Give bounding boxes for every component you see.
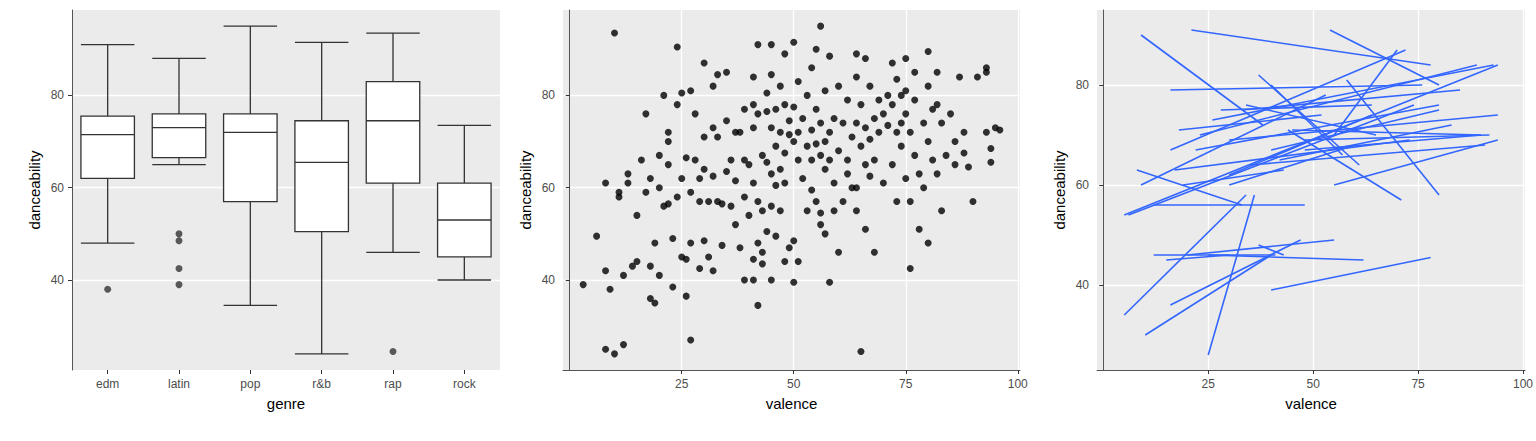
svg-text:75: 75 <box>899 377 913 391</box>
svg-text:100: 100 <box>1513 377 1533 391</box>
svg-text:40: 40 <box>1076 278 1090 292</box>
svg-text:80: 80 <box>51 88 65 102</box>
svg-text:50: 50 <box>787 377 801 391</box>
svg-text:latin: latin <box>168 377 190 391</box>
svg-text:rock: rock <box>453 377 477 391</box>
svg-text:danceability: danceability <box>517 150 534 230</box>
svg-text:valence: valence <box>1285 395 1337 412</box>
svg-text:r&b: r&b <box>312 377 331 391</box>
svg-text:75: 75 <box>1411 377 1425 391</box>
svg-text:edm: edm <box>96 377 119 391</box>
svg-text:25: 25 <box>675 377 689 391</box>
svg-text:pop: pop <box>240 377 260 391</box>
svg-text:genre: genre <box>267 395 305 412</box>
svg-text:40: 40 <box>542 273 556 287</box>
svg-text:80: 80 <box>1076 78 1090 92</box>
svg-text:valence: valence <box>766 395 818 412</box>
svg-text:80: 80 <box>542 88 556 102</box>
svg-text:50: 50 <box>1306 377 1320 391</box>
svg-text:60: 60 <box>1076 178 1090 192</box>
svg-text:100: 100 <box>1008 377 1028 391</box>
svg-text:60: 60 <box>542 181 556 195</box>
svg-text:rap: rap <box>384 377 402 391</box>
svg-text:40: 40 <box>51 273 65 287</box>
svg-text:60: 60 <box>51 181 65 195</box>
svg-text:25: 25 <box>1202 377 1216 391</box>
svg-text:danceability: danceability <box>1051 150 1068 230</box>
svg-text:danceability: danceability <box>26 150 43 230</box>
